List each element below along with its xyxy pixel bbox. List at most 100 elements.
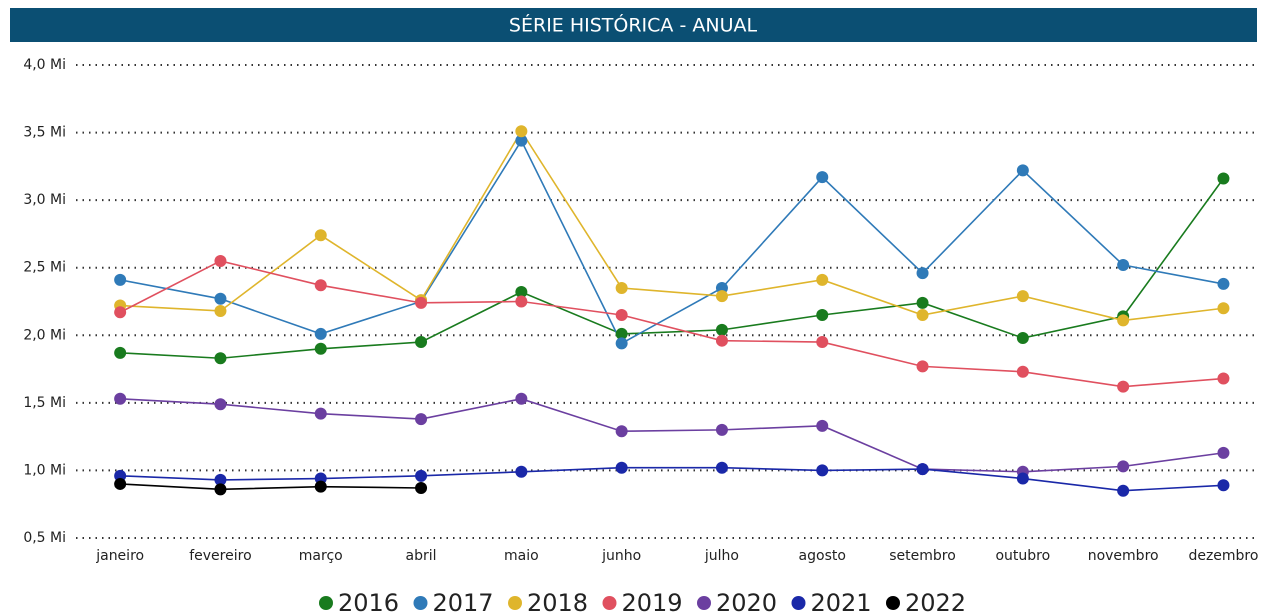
data-point: [314, 342, 327, 355]
data-point: [816, 419, 829, 432]
data-point: [114, 477, 127, 490]
data-point: [314, 407, 327, 420]
legend-marker: [508, 596, 522, 610]
data-point: [816, 273, 829, 286]
data-point: [816, 336, 829, 349]
series-line: [120, 178, 1225, 360]
data-point: [715, 290, 728, 303]
data-point: [1117, 314, 1130, 327]
data-point: [515, 465, 528, 478]
data-point: [314, 327, 327, 340]
data-point: [515, 295, 528, 308]
y-tick-label: 1,5 Mi: [23, 395, 66, 411]
data-point: [1117, 259, 1130, 272]
data-point: [214, 398, 227, 411]
data-point: [1217, 172, 1230, 185]
data-point: [114, 346, 127, 359]
data-point: [1016, 290, 1029, 303]
data-point: [1217, 372, 1230, 385]
x-tick-label: novembro: [1088, 548, 1159, 564]
data-point: [615, 327, 628, 340]
data-point: [916, 360, 929, 373]
data-point: [1016, 472, 1029, 485]
title-bar: [10, 8, 1257, 42]
data-point: [214, 352, 227, 365]
y-tick-label: 2,0 Mi: [23, 327, 66, 343]
data-point: [1117, 460, 1130, 473]
legend-marker: [886, 596, 900, 610]
data-point: [515, 125, 528, 138]
data-point: [515, 286, 528, 299]
legend-marker: [319, 596, 333, 610]
data-point: [715, 461, 728, 474]
series-line: [120, 483, 422, 491]
x-tick-label: junho: [601, 548, 641, 564]
data-point: [1117, 380, 1130, 393]
data-point: [214, 254, 227, 267]
legend-label: 2016: [338, 589, 399, 616]
y-tick-label: 3,0 Mi: [23, 192, 66, 208]
data-point: [916, 309, 929, 322]
x-tick-label: fevereiro: [189, 548, 251, 564]
data-point: [1217, 302, 1230, 315]
y-tick-label: 1,0 Mi: [23, 462, 66, 478]
y-tick-label: 3,5 Mi: [23, 125, 66, 141]
series-line: [120, 466, 1224, 492]
data-point: [415, 336, 428, 349]
data-point: [816, 171, 829, 184]
y-tick-label: 0,5 Mi: [23, 530, 66, 546]
data-point: [114, 273, 127, 286]
data-point: [916, 463, 929, 476]
legend-label: 2020: [716, 589, 777, 616]
x-tick-label: setembro: [889, 548, 956, 564]
data-point: [916, 296, 929, 309]
data-point: [214, 483, 227, 496]
x-tick-label: agosto: [799, 548, 846, 564]
x-tick-label: janeiro: [95, 548, 144, 564]
data-point: [715, 334, 728, 347]
data-point: [1016, 164, 1029, 177]
legend-marker: [697, 596, 711, 610]
data-point: [314, 480, 327, 493]
y-tick-label: 4,0 Mi: [23, 57, 66, 73]
data-point: [1016, 331, 1029, 344]
legend-label: 2018: [527, 589, 588, 616]
data-point: [1117, 484, 1130, 497]
data-point: [214, 304, 227, 317]
data-point: [615, 461, 628, 474]
data-point: [314, 229, 327, 242]
x-tick-label: outubro: [995, 548, 1050, 564]
legend-label: 2021: [811, 589, 872, 616]
data-point: [415, 481, 428, 494]
series-line: [120, 397, 1224, 473]
legend-label: 2022: [905, 589, 966, 616]
data-point: [1217, 277, 1230, 290]
data-point: [214, 292, 227, 305]
legend-marker: [602, 596, 617, 610]
data-point: [1016, 365, 1029, 378]
legend-label: 2017: [433, 589, 494, 616]
x-tick-label: março: [299, 548, 343, 564]
data-point: [816, 309, 829, 322]
x-tick-label: abril: [406, 548, 437, 564]
data-point: [615, 425, 628, 438]
x-tick-label: julho: [704, 548, 739, 564]
data-point: [615, 281, 628, 294]
data-point: [415, 296, 428, 309]
series-line: [120, 139, 1224, 345]
series-line: [119, 260, 1224, 388]
data-point: [114, 392, 127, 405]
data-point: [615, 337, 628, 350]
data-point: [214, 473, 227, 486]
x-tick-label: maio: [504, 548, 539, 564]
data-point: [715, 323, 728, 336]
data-point: [715, 423, 728, 436]
data-point: [314, 279, 327, 292]
data-point: [515, 392, 528, 405]
legend-marker: [413, 596, 428, 610]
data-point: [615, 309, 628, 322]
data-point: [415, 469, 428, 482]
y-tick-label: 2,5 Mi: [23, 260, 66, 276]
legend-label: 2019: [622, 589, 683, 616]
